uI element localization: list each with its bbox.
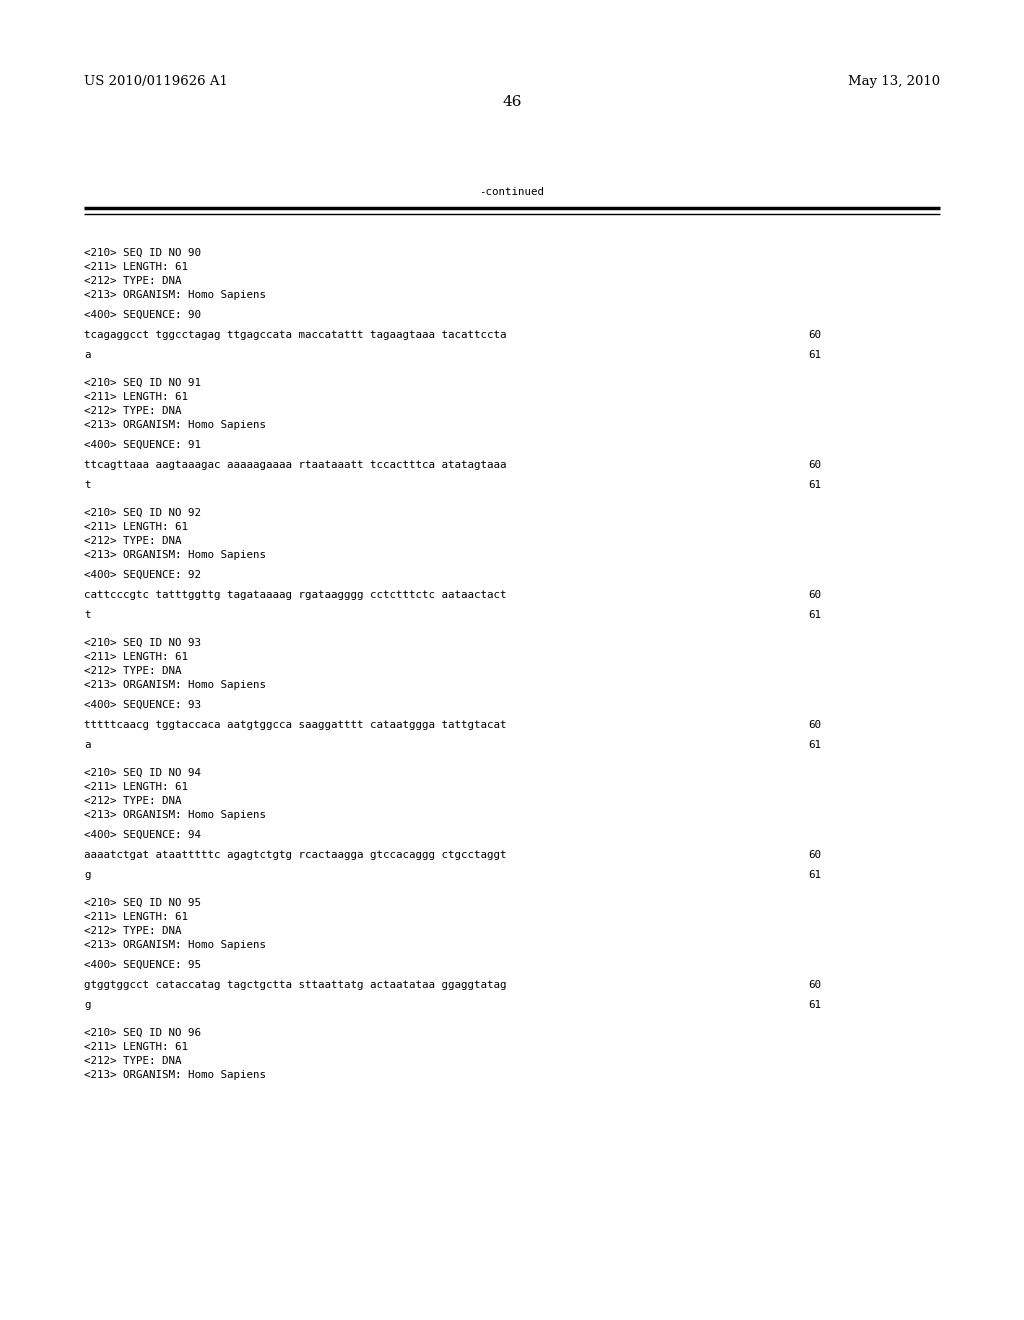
Text: <211> LENGTH: 61: <211> LENGTH: 61 (84, 1041, 188, 1052)
Text: <210> SEQ ID NO 95: <210> SEQ ID NO 95 (84, 898, 201, 908)
Text: <212> TYPE: DNA: <212> TYPE: DNA (84, 1056, 181, 1067)
Text: <213> ORGANISM: Homo Sapiens: <213> ORGANISM: Homo Sapiens (84, 940, 266, 950)
Text: <400> SEQUENCE: 91: <400> SEQUENCE: 91 (84, 440, 201, 450)
Text: tttttcaacg tggtaccaca aatgtggcca saaggatttt cataatggga tattgtacat: tttttcaacg tggtaccaca aatgtggcca saaggat… (84, 719, 507, 730)
Text: 60: 60 (808, 850, 821, 861)
Text: <210> SEQ ID NO 90: <210> SEQ ID NO 90 (84, 248, 201, 257)
Text: -continued: -continued (479, 187, 545, 197)
Text: <212> TYPE: DNA: <212> TYPE: DNA (84, 667, 181, 676)
Text: <213> ORGANISM: Homo Sapiens: <213> ORGANISM: Homo Sapiens (84, 1071, 266, 1080)
Text: a: a (84, 741, 90, 750)
Text: 46: 46 (502, 95, 522, 110)
Text: 61: 61 (808, 1001, 821, 1010)
Text: a: a (84, 350, 90, 360)
Text: <400> SEQUENCE: 92: <400> SEQUENCE: 92 (84, 570, 201, 579)
Text: gtggtggcct cataccatag tagctgctta sttaattatg actaatataa ggaggtatag: gtggtggcct cataccatag tagctgctta sttaatt… (84, 979, 507, 990)
Text: <211> LENGTH: 61: <211> LENGTH: 61 (84, 781, 188, 792)
Text: <211> LENGTH: 61: <211> LENGTH: 61 (84, 652, 188, 663)
Text: 61: 61 (808, 480, 821, 490)
Text: <213> ORGANISM: Homo Sapiens: <213> ORGANISM: Homo Sapiens (84, 680, 266, 690)
Text: <213> ORGANISM: Homo Sapiens: <213> ORGANISM: Homo Sapiens (84, 290, 266, 300)
Text: <212> TYPE: DNA: <212> TYPE: DNA (84, 796, 181, 807)
Text: <211> LENGTH: 61: <211> LENGTH: 61 (84, 521, 188, 532)
Text: <210> SEQ ID NO 92: <210> SEQ ID NO 92 (84, 508, 201, 517)
Text: <211> LENGTH: 61: <211> LENGTH: 61 (84, 912, 188, 921)
Text: 60: 60 (808, 459, 821, 470)
Text: <211> LENGTH: 61: <211> LENGTH: 61 (84, 392, 188, 403)
Text: <210> SEQ ID NO 94: <210> SEQ ID NO 94 (84, 768, 201, 777)
Text: tcagaggcct tggcctagag ttgagccata maccatattt tagaagtaaa tacattccta: tcagaggcct tggcctagag ttgagccata maccata… (84, 330, 507, 341)
Text: 60: 60 (808, 330, 821, 341)
Text: t: t (84, 480, 90, 490)
Text: 61: 61 (808, 610, 821, 620)
Text: <212> TYPE: DNA: <212> TYPE: DNA (84, 927, 181, 936)
Text: <211> LENGTH: 61: <211> LENGTH: 61 (84, 261, 188, 272)
Text: <213> ORGANISM: Homo Sapiens: <213> ORGANISM: Homo Sapiens (84, 550, 266, 560)
Text: 60: 60 (808, 979, 821, 990)
Text: 60: 60 (808, 590, 821, 601)
Text: <213> ORGANISM: Homo Sapiens: <213> ORGANISM: Homo Sapiens (84, 810, 266, 820)
Text: US 2010/0119626 A1: US 2010/0119626 A1 (84, 75, 228, 88)
Text: <212> TYPE: DNA: <212> TYPE: DNA (84, 276, 181, 286)
Text: t: t (84, 610, 90, 620)
Text: <210> SEQ ID NO 96: <210> SEQ ID NO 96 (84, 1028, 201, 1038)
Text: <210> SEQ ID NO 91: <210> SEQ ID NO 91 (84, 378, 201, 388)
Text: <213> ORGANISM: Homo Sapiens: <213> ORGANISM: Homo Sapiens (84, 420, 266, 430)
Text: <212> TYPE: DNA: <212> TYPE: DNA (84, 407, 181, 416)
Text: g: g (84, 870, 90, 880)
Text: 61: 61 (808, 350, 821, 360)
Text: <400> SEQUENCE: 95: <400> SEQUENCE: 95 (84, 960, 201, 970)
Text: 61: 61 (808, 741, 821, 750)
Text: <400> SEQUENCE: 90: <400> SEQUENCE: 90 (84, 310, 201, 319)
Text: <212> TYPE: DNA: <212> TYPE: DNA (84, 536, 181, 546)
Text: ttcagttaaa aagtaaagac aaaaagaaaa rtaataaatt tccactttca atatagtaaa: ttcagttaaa aagtaaagac aaaaagaaaa rtaataa… (84, 459, 507, 470)
Text: 61: 61 (808, 870, 821, 880)
Text: <210> SEQ ID NO 93: <210> SEQ ID NO 93 (84, 638, 201, 648)
Text: aaaatctgat ataatttttc agagtctgtg rcactaagga gtccacaggg ctgcctaggt: aaaatctgat ataatttttc agagtctgtg rcactaa… (84, 850, 507, 861)
Text: 60: 60 (808, 719, 821, 730)
Text: cattcccgtc tatttggttg tagataaaag rgataagggg cctctttctc aataactact: cattcccgtc tatttggttg tagataaaag rgataag… (84, 590, 507, 601)
Text: <400> SEQUENCE: 93: <400> SEQUENCE: 93 (84, 700, 201, 710)
Text: May 13, 2010: May 13, 2010 (848, 75, 940, 88)
Text: <400> SEQUENCE: 94: <400> SEQUENCE: 94 (84, 830, 201, 840)
Text: g: g (84, 1001, 90, 1010)
